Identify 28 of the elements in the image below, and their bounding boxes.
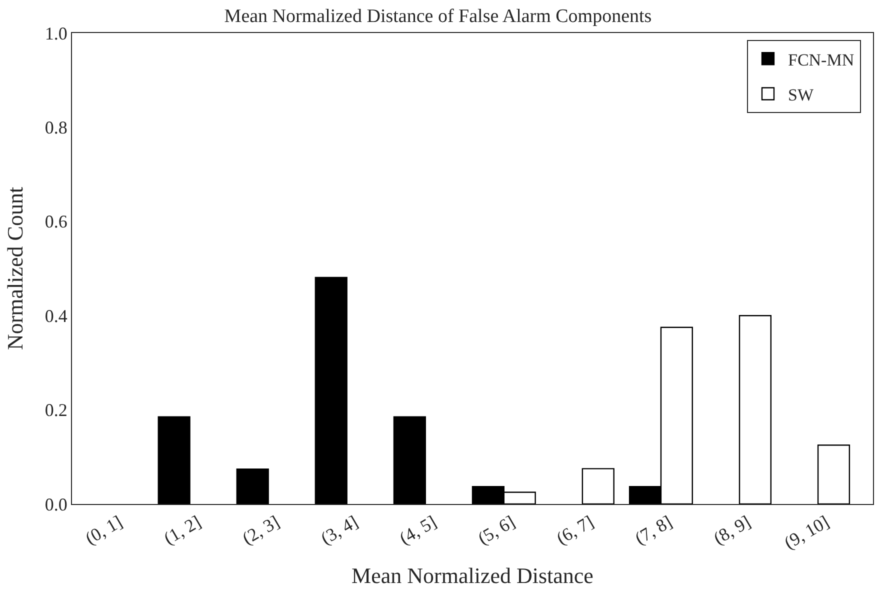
bar: [236, 468, 269, 504]
x-tick-label: (1, 2]: [160, 512, 204, 548]
y-tick-label: 0.6: [44, 212, 68, 232]
y-tick-label: 0.2: [44, 400, 68, 420]
x-tick-label: (3, 4]: [317, 512, 362, 548]
x-axis-title: Mean Normalized Distance: [352, 562, 594, 588]
x-tick-label: (6, 7]: [553, 512, 597, 548]
x-tick-label: (0, 1]: [82, 512, 126, 548]
x-tick-label: (9, 10]: [780, 512, 832, 553]
x-tick-label: (4, 5]: [396, 512, 440, 548]
chart-title: Mean Normalized Distance of False Alarm Components: [224, 6, 652, 28]
bar: [738, 315, 772, 504]
bar: [393, 416, 426, 504]
x-tick-label: (7, 8]: [632, 512, 676, 548]
y-tick-label: 1.0: [44, 23, 68, 44]
legend-label: FCN-MN: [788, 50, 854, 70]
bar: [582, 468, 614, 504]
x-tick-label: (2, 3]: [238, 512, 283, 548]
bar: [158, 416, 190, 504]
legend-label: SW: [788, 85, 814, 104]
bar: [817, 444, 850, 504]
x-tick-label: (5, 6]: [474, 512, 518, 548]
y-tick-label: 0.8: [44, 118, 68, 138]
y-tick-label: 0.0: [44, 494, 68, 514]
x-tick-label: (8, 9]: [710, 512, 754, 548]
bar: [314, 276, 348, 504]
y-tick-label: 0.4: [44, 306, 68, 326]
y-axis-title: Normalized Count: [2, 186, 28, 350]
